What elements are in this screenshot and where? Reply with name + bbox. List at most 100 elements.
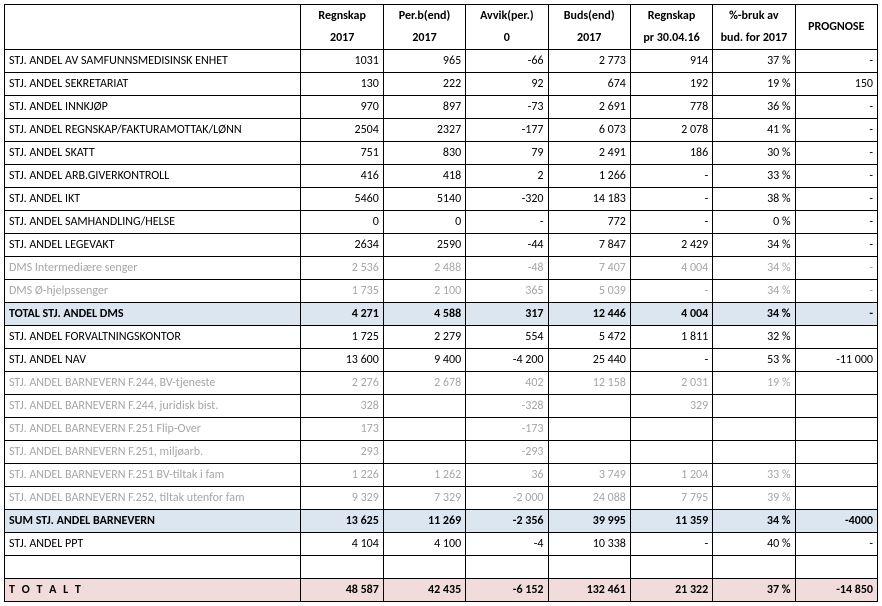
cell (795, 326, 877, 349)
cell: 53 % (713, 349, 795, 372)
header-blank (5, 5, 301, 28)
cell: -66 (466, 50, 548, 73)
cell: 4 588 (383, 303, 465, 326)
cell (383, 556, 465, 579)
cell: 186 (630, 142, 712, 165)
cell: 2 536 (301, 257, 383, 280)
cell: -48 (466, 257, 548, 280)
table-row: STJ. ANDEL IKT54605140-32014 183-38 %- (5, 188, 878, 211)
cell: 970 (301, 96, 383, 119)
cell: 21 322 (630, 579, 712, 602)
cell: - (630, 211, 712, 234)
row-label: STJ. ANDEL ARB.GIVERKONTROLL (5, 165, 301, 188)
cell: 772 (548, 211, 630, 234)
row-label: STJ. ANDEL BARNEVERN F.251 BV-tiltak i f… (5, 464, 301, 487)
cell: 1 266 (548, 165, 630, 188)
header-buds-end: Buds(end) (548, 5, 630, 28)
header-bud-for: bud. for 2017 (713, 27, 795, 50)
cell: 1 262 (383, 464, 465, 487)
cell: 4 004 (630, 303, 712, 326)
cell: 19 % (713, 73, 795, 96)
cell: 751 (301, 142, 383, 165)
row-label: STJ. ANDEL BARNEVERN F.251, miljøarb. (5, 441, 301, 464)
cell: 0 (301, 211, 383, 234)
table-header: Regnskap Per.b(end) Avvik(per.) Buds(end… (5, 5, 878, 50)
cell: -2 356 (466, 510, 548, 533)
header-per-b-end: Per.b(end) (383, 5, 465, 28)
table-row: SUM STJ. ANDEL BARNEVERN13 62511 269-2 3… (5, 510, 878, 533)
cell: - (630, 188, 712, 211)
cell (548, 418, 630, 441)
cell: 1 204 (630, 464, 712, 487)
cell: 830 (383, 142, 465, 165)
cell (548, 395, 630, 418)
cell: 2 276 (301, 372, 383, 395)
cell: 222 (383, 73, 465, 96)
cell: 7 407 (548, 257, 630, 280)
cell: 7 329 (383, 487, 465, 510)
cell: 2 491 (548, 142, 630, 165)
cell: - (630, 280, 712, 303)
header-regnskap: Regnskap (301, 5, 383, 28)
cell: -4 200 (466, 349, 548, 372)
cell (795, 464, 877, 487)
cell: -320 (466, 188, 548, 211)
cell: - (795, 165, 877, 188)
cell (795, 487, 877, 510)
cell: 34 % (713, 303, 795, 326)
cell: 11 359 (630, 510, 712, 533)
table-row: STJ. ANDEL BARNEVERN F.244, BV-tjeneste2… (5, 372, 878, 395)
cell: -328 (466, 395, 548, 418)
cell: 34 % (713, 280, 795, 303)
table-row: STJ. ANDEL REGNSKAP/FAKTURAMOTTAK/LØNN25… (5, 119, 878, 142)
row-label: STJ. ANDEL REGNSKAP/FAKTURAMOTTAK/LØNN (5, 119, 301, 142)
cell: 34 % (713, 257, 795, 280)
cell: 24 088 (548, 487, 630, 510)
row-label: STJ. ANDEL FORVALTNINGSKONTOR (5, 326, 301, 349)
cell: 1 226 (301, 464, 383, 487)
row-label: STJ. ANDEL BARNEVERN F.252, tiltak utenf… (5, 487, 301, 510)
cell: 40 % (713, 533, 795, 556)
row-label: STJ. ANDEL IKT (5, 188, 301, 211)
cell: 19 % (713, 372, 795, 395)
cell (713, 395, 795, 418)
cell: 34 % (713, 510, 795, 533)
cell: 192 (630, 73, 712, 96)
cell: 2 031 (630, 372, 712, 395)
cell: 317 (466, 303, 548, 326)
cell: 9 400 (383, 349, 465, 372)
row-label: STJ. ANDEL SKATT (5, 142, 301, 165)
table-row (5, 556, 878, 579)
cell (713, 556, 795, 579)
cell (466, 556, 548, 579)
cell: 7 795 (630, 487, 712, 510)
cell (795, 556, 877, 579)
cell: 33 % (713, 464, 795, 487)
cell: -177 (466, 119, 548, 142)
table-row: STJ. ANDEL BARNEVERN F.251, miljøarb.293… (5, 441, 878, 464)
cell: 293 (301, 441, 383, 464)
row-label: SUM STJ. ANDEL BARNEVERN (5, 510, 301, 533)
table-row: STJ. ANDEL BARNEVERN F.244, juridisk bis… (5, 395, 878, 418)
cell (383, 441, 465, 464)
cell: 92 (466, 73, 548, 96)
cell: 38 % (713, 188, 795, 211)
cell: 2 678 (383, 372, 465, 395)
cell: 5460 (301, 188, 383, 211)
cell: 11 269 (383, 510, 465, 533)
table-body: STJ. ANDEL AV SAMFUNNSMEDISINSK ENHET103… (5, 50, 878, 602)
cell: 328 (301, 395, 383, 418)
cell: 2504 (301, 119, 383, 142)
cell: - (630, 349, 712, 372)
row-label: STJ. ANDEL INNKJØP (5, 96, 301, 119)
cell (5, 556, 301, 579)
cell: 2 488 (383, 257, 465, 280)
header-date: pr 30.04.16 (630, 27, 712, 50)
table-row: STJ. ANDEL NAV13 6009 400-4 20025 440-53… (5, 349, 878, 372)
cell: -11 000 (795, 349, 877, 372)
cell: 13 600 (301, 349, 383, 372)
cell: 2 279 (383, 326, 465, 349)
cell: 5140 (383, 188, 465, 211)
cell: 418 (383, 165, 465, 188)
cell (630, 556, 712, 579)
